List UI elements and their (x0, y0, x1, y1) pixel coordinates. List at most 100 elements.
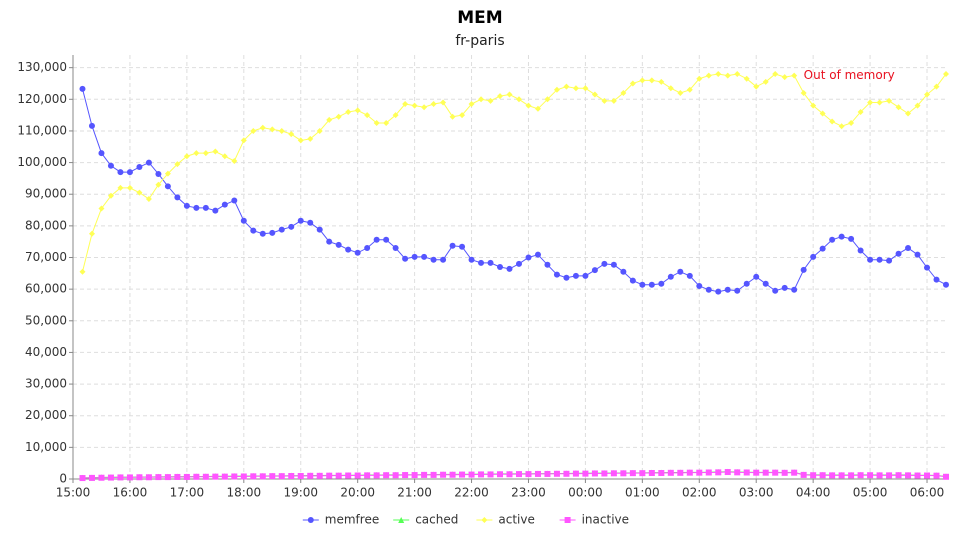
marker (762, 469, 769, 476)
marker (895, 250, 902, 257)
marker (136, 189, 143, 196)
marker (421, 104, 428, 111)
marker (686, 86, 693, 93)
x-tick-label: 23:00 (511, 486, 546, 500)
marker (145, 159, 152, 166)
marker (240, 217, 247, 224)
marker (373, 472, 380, 479)
marker (155, 474, 162, 481)
marker (307, 135, 314, 142)
y-tick-label: 110,000 (17, 123, 67, 137)
marker (468, 471, 475, 478)
marker (781, 284, 788, 291)
marker (145, 195, 152, 202)
marker (326, 472, 333, 479)
marker (402, 472, 409, 479)
y-tick-label: 70,000 (25, 250, 67, 264)
marker (487, 97, 494, 104)
marker (544, 261, 551, 268)
y-tick-label: 50,000 (25, 313, 67, 327)
marker (278, 226, 285, 233)
marker (914, 102, 921, 109)
marker (914, 472, 921, 479)
marker (525, 254, 532, 261)
marker (572, 470, 579, 477)
marker (715, 70, 722, 77)
x-tick-label: 18:00 (227, 486, 262, 500)
marker (364, 472, 371, 479)
marker (544, 470, 551, 477)
marker (743, 280, 750, 287)
marker (534, 470, 541, 477)
marker (88, 122, 95, 129)
marker (383, 472, 390, 479)
y-tick-label: 80,000 (25, 218, 67, 232)
x-tick-label: 05:00 (853, 486, 888, 500)
marker (107, 162, 114, 169)
marker (667, 469, 674, 476)
marker (905, 245, 912, 252)
marker (943, 70, 949, 77)
marker (867, 99, 874, 106)
y-tick-label: 10,000 (25, 440, 67, 454)
marker (345, 108, 352, 115)
marker (800, 266, 807, 273)
marker (364, 245, 371, 252)
marker (553, 271, 560, 278)
marker (164, 474, 171, 481)
marker (753, 469, 760, 476)
marker (563, 83, 570, 90)
x-tick-label: 16:00 (113, 486, 148, 500)
marker (398, 517, 405, 523)
marker (800, 471, 807, 478)
x-tick-label: 04:00 (796, 486, 831, 500)
marker (848, 472, 855, 479)
marker (848, 235, 855, 242)
marker (895, 472, 902, 479)
marker (107, 192, 114, 199)
y-tick-label: 120,000 (17, 92, 67, 106)
chart-title: MEM (457, 8, 502, 28)
marker (430, 101, 437, 108)
marker (620, 470, 627, 477)
marker (857, 108, 864, 115)
y-tick-label: 20,000 (25, 408, 67, 422)
marker (867, 256, 874, 263)
marker (164, 170, 171, 177)
marker (183, 153, 190, 160)
marker (421, 471, 428, 478)
marker (943, 473, 949, 480)
marker (791, 72, 798, 79)
marker (914, 251, 921, 258)
marker (563, 470, 570, 477)
y-tick-label: 40,000 (25, 345, 67, 359)
marker (202, 473, 209, 480)
marker (88, 474, 95, 481)
marker (487, 471, 494, 478)
marker (601, 260, 608, 267)
marker (440, 256, 447, 263)
marker (497, 93, 504, 100)
marker (221, 153, 228, 160)
marker (705, 469, 712, 476)
marker (639, 77, 646, 84)
marker (553, 86, 560, 93)
marker (269, 473, 276, 480)
marker (497, 264, 504, 270)
marker (487, 259, 494, 266)
marker (288, 131, 295, 138)
marker (117, 184, 124, 191)
marker (506, 471, 513, 478)
marker (326, 238, 333, 245)
marker (601, 470, 608, 477)
marker (497, 471, 504, 478)
marker (886, 97, 893, 104)
marker (658, 78, 665, 85)
marker (572, 85, 579, 92)
marker (335, 241, 342, 248)
marker (791, 286, 798, 293)
marker (411, 253, 418, 260)
marker (430, 471, 437, 478)
marker (297, 137, 304, 144)
